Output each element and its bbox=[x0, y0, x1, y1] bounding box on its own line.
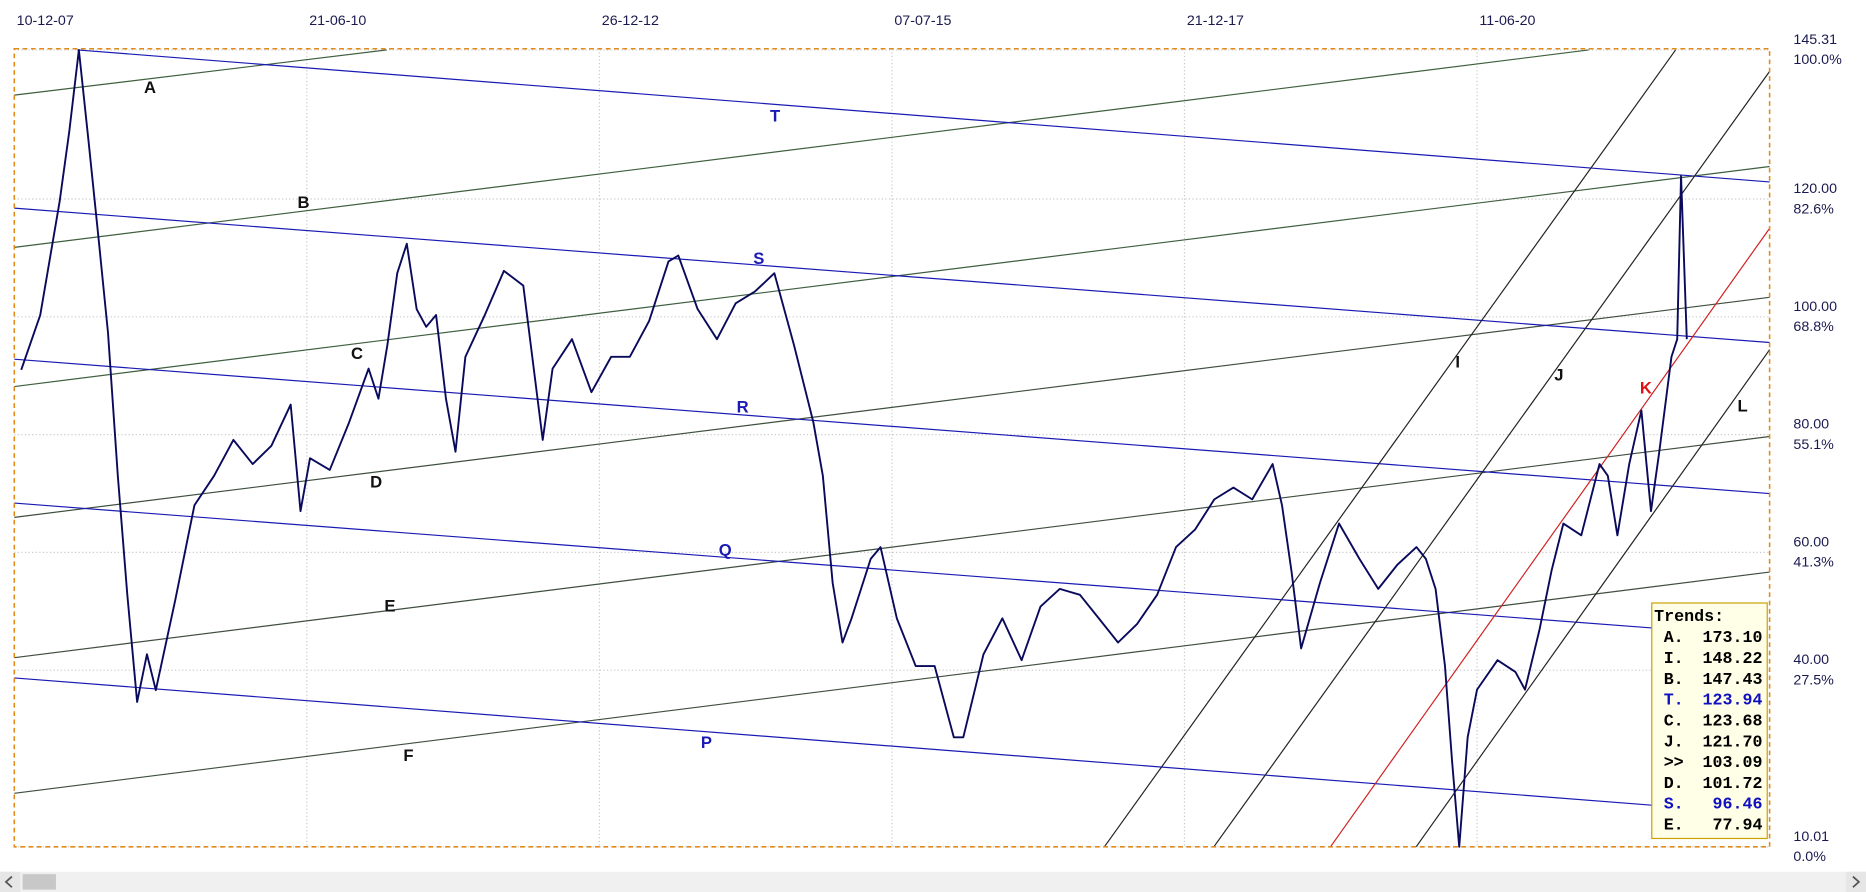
annotation: I bbox=[1455, 353, 1460, 372]
y-percent-label: 27.5% bbox=[1793, 672, 1834, 688]
trend-value: 77.94 bbox=[1713, 816, 1763, 835]
trend-lines bbox=[14, 49, 1771, 848]
y-tick-label: 100.00 bbox=[1793, 299, 1837, 315]
trend-value: 147.43 bbox=[1703, 670, 1763, 689]
trend-value: 148.22 bbox=[1703, 649, 1763, 668]
trends-panel bbox=[1651, 602, 1768, 840]
trend-line bbox=[1213, 71, 1771, 848]
y-percent-label: 100.0% bbox=[1793, 52, 1842, 68]
x-tick-label: 11-06-20 bbox=[1479, 13, 1535, 29]
arrow-left bbox=[4, 875, 13, 888]
plot-border bbox=[13, 47, 1771, 848]
plot bbox=[20, 49, 1688, 848]
y-percent-label: 68.8% bbox=[1793, 319, 1834, 335]
trend-value: 123.94 bbox=[1703, 691, 1763, 710]
trend-line bbox=[14, 358, 1770, 495]
trend-value: 103.09 bbox=[1703, 753, 1763, 772]
scroll-thumb[interactable] bbox=[22, 874, 56, 890]
scroll-track[interactable] bbox=[0, 871, 1866, 892]
trend-name: D. bbox=[1664, 774, 1684, 793]
trend-value: 123.68 bbox=[1703, 711, 1763, 730]
trend-name: S. bbox=[1664, 795, 1684, 814]
y-tick-label: 145.31 bbox=[1793, 32, 1837, 48]
trend-name: C. bbox=[1664, 711, 1684, 730]
grid bbox=[14, 48, 1770, 848]
trend-value: 96.46 bbox=[1713, 795, 1763, 814]
annotation: D bbox=[370, 473, 382, 492]
annotation: Q bbox=[719, 540, 732, 559]
x-tick-label: 26-12-12 bbox=[602, 13, 659, 29]
trend-line bbox=[14, 207, 1770, 344]
trend-line bbox=[77, 49, 1770, 183]
annotation: L bbox=[1737, 397, 1747, 416]
trend-value: 101.72 bbox=[1703, 774, 1763, 793]
trend-value: 173.10 bbox=[1703, 628, 1763, 647]
y-percent-label: 41.3% bbox=[1793, 555, 1834, 571]
scroll-left[interactable] bbox=[0, 871, 21, 892]
trend-name: I. bbox=[1664, 649, 1684, 668]
y-tick-label: 10.01 bbox=[1793, 829, 1829, 845]
trend-value: 121.70 bbox=[1703, 732, 1763, 751]
trend-line bbox=[14, 165, 1770, 388]
annotation: C bbox=[351, 344, 363, 363]
trend-line bbox=[14, 571, 1770, 794]
trends-title: Trends: bbox=[1654, 607, 1724, 626]
y-percent-label: 55.1% bbox=[1793, 437, 1834, 453]
y-tick-label: 80.00 bbox=[1793, 417, 1829, 433]
trend-line bbox=[1329, 228, 1771, 848]
price-line bbox=[20, 49, 1688, 848]
scroll-right[interactable] bbox=[1845, 871, 1866, 892]
annotation: B bbox=[298, 193, 310, 212]
annotation: A bbox=[144, 78, 156, 97]
trend-line bbox=[1415, 349, 1771, 848]
annotation: R bbox=[737, 398, 749, 417]
trend-line bbox=[1103, 49, 1677, 848]
annotation: E bbox=[384, 596, 395, 615]
scrollbar[interactable] bbox=[0, 871, 1866, 892]
trend-name: A. bbox=[1664, 628, 1684, 647]
x-tick-label: 07-07-15 bbox=[894, 13, 951, 29]
trend-name: T. bbox=[1664, 691, 1684, 710]
x-tick-label: 21-12-17 bbox=[1187, 13, 1244, 29]
trend-name: E. bbox=[1664, 816, 1684, 835]
annotation: J bbox=[1554, 366, 1563, 385]
trends-box: Trends: A. 173.10 I. 148.22 B. 147.43 T. 123.94… bbox=[1651, 602, 1768, 840]
y-tick-label: 60.00 bbox=[1793, 534, 1829, 550]
arrow-right bbox=[1852, 875, 1861, 888]
x-tick-label: 10-12-07 bbox=[17, 13, 74, 29]
annotation: T bbox=[770, 106, 780, 125]
annotations: A B C D E F T S R Q P I J K L bbox=[144, 78, 1748, 765]
y-tick-label: 120.00 bbox=[1793, 181, 1837, 197]
trend-name: B. bbox=[1664, 670, 1684, 689]
annotation: K bbox=[1640, 379, 1652, 398]
trend-name: >> bbox=[1664, 753, 1684, 772]
trend-name: J. bbox=[1664, 732, 1684, 751]
y-percent-label: 0.0% bbox=[1793, 849, 1826, 865]
trend-line bbox=[14, 49, 387, 96]
annotation: F bbox=[403, 746, 413, 765]
y-percent-label: 82.6% bbox=[1793, 201, 1834, 217]
trend-line bbox=[14, 435, 1770, 659]
y-tick-label: 40.00 bbox=[1793, 652, 1829, 668]
trend-line bbox=[14, 49, 1589, 248]
x-tick-label: 21-06-10 bbox=[309, 13, 366, 29]
trend-line bbox=[14, 502, 1652, 629]
annotation: S bbox=[753, 249, 764, 268]
trend-line bbox=[14, 677, 1652, 806]
annotation: P bbox=[701, 733, 712, 752]
